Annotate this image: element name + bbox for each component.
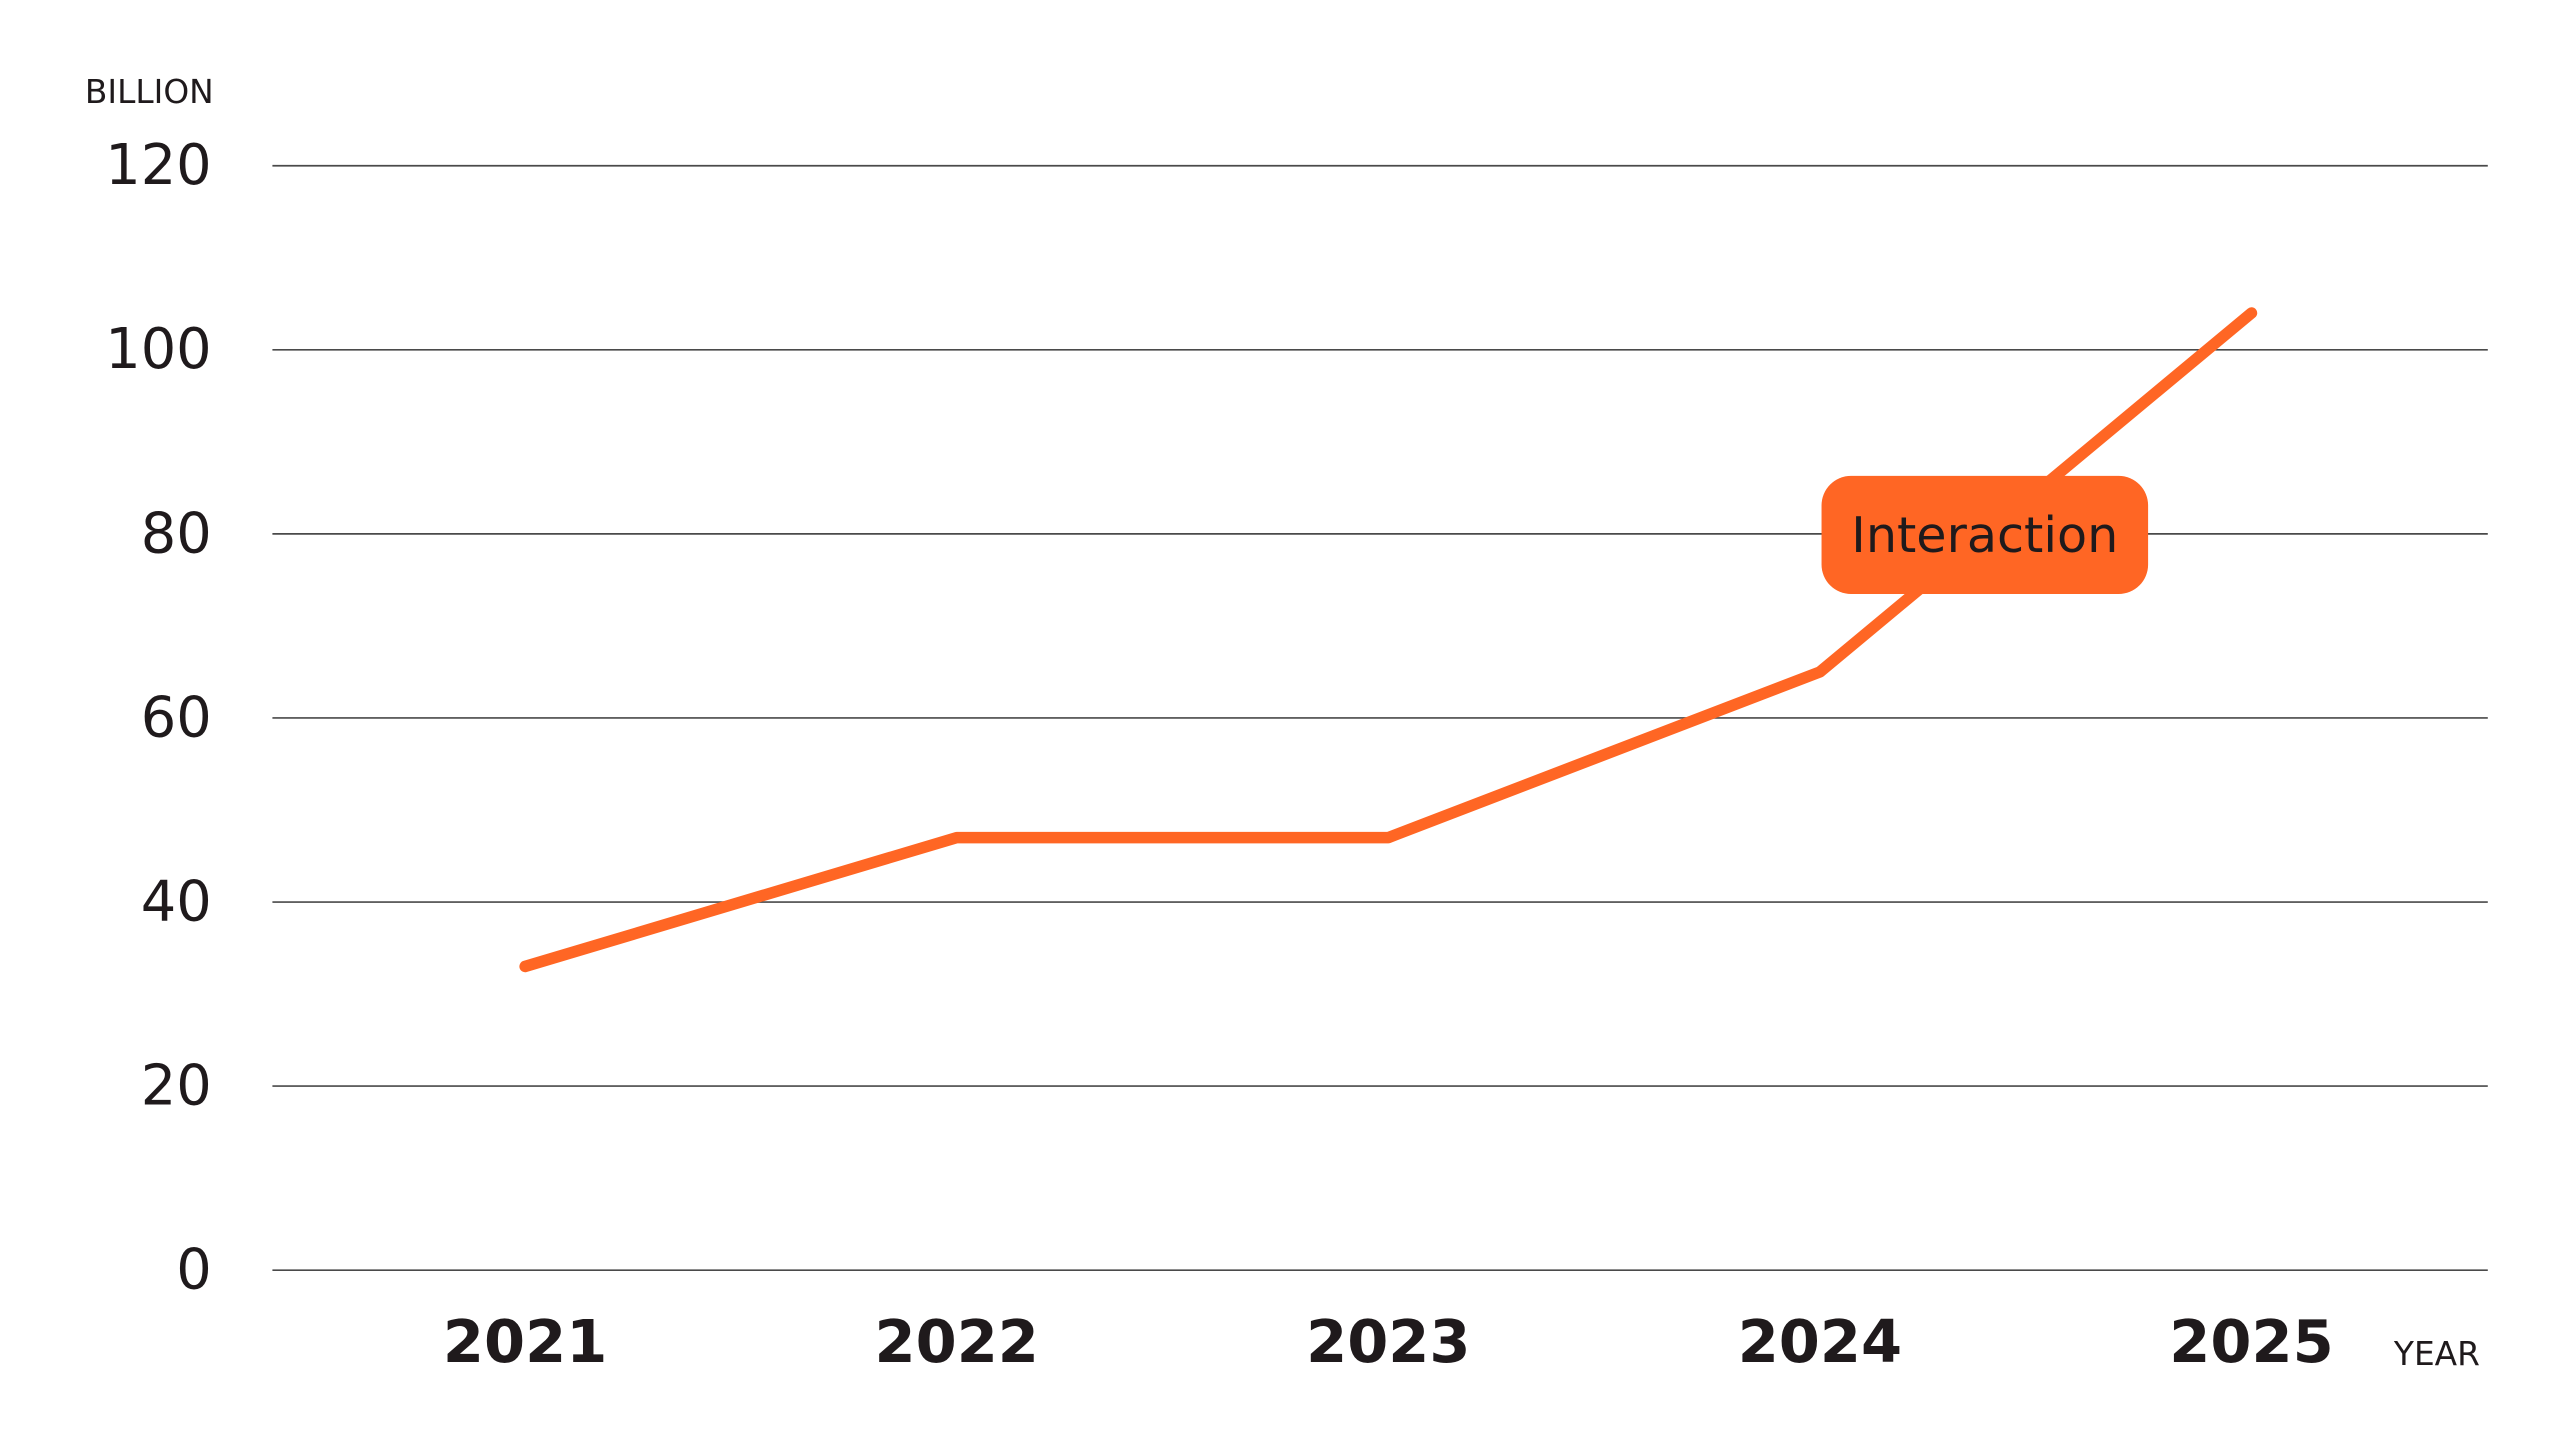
y-tick-label: 0	[176, 1238, 212, 1303]
x-tick-label: 2022	[875, 1307, 1039, 1376]
y-tick-label: 120	[105, 133, 211, 198]
annotation-text: Interaction	[1851, 506, 2118, 564]
annotation: Interaction	[1821, 475, 2149, 595]
data-line	[519, 307, 2258, 973]
x-tick-label: 2021	[443, 1307, 607, 1376]
y-tick-label: 100	[105, 317, 211, 382]
x-tick-label: 2023	[1306, 1307, 1470, 1376]
x-axis-label: YEAR	[2393, 1335, 2480, 1373]
y-axis-label: BILLION	[85, 73, 214, 111]
x-tick-label: 2025	[2169, 1307, 2333, 1376]
y-tick-label: 60	[141, 685, 212, 750]
y-tick-label: 40	[141, 869, 212, 934]
y-tick-label: 20	[141, 1054, 212, 1119]
y-tick-label: 80	[141, 501, 212, 566]
annotation-box	[1821, 475, 2149, 595]
x-tick-label: 2024	[1738, 1307, 1902, 1376]
